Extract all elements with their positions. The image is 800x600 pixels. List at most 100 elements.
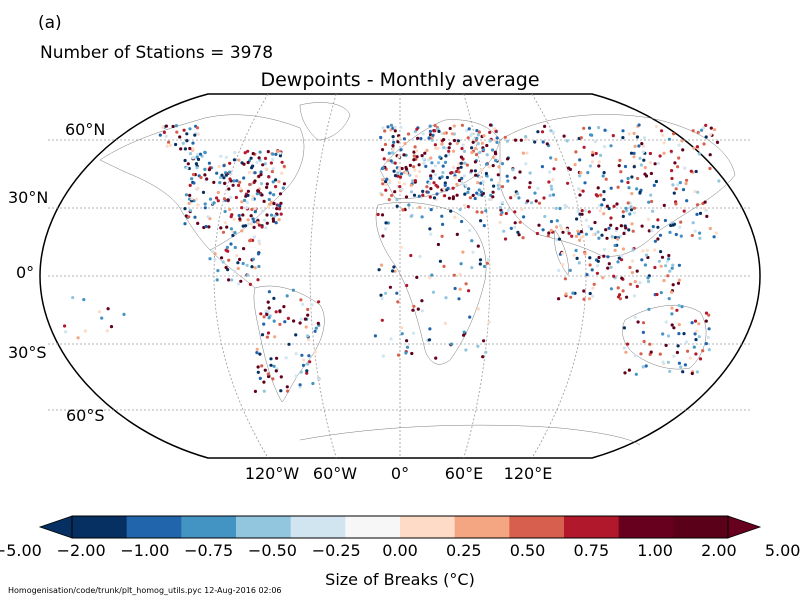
- station-marker: [448, 142, 452, 146]
- station-marker: [380, 213, 385, 217]
- station-marker: [541, 140, 545, 144]
- station-marker: [524, 135, 528, 139]
- station-marker: [253, 179, 257, 183]
- station-marker: [627, 228, 631, 232]
- station-marker: [259, 182, 264, 186]
- station-marker: [276, 150, 280, 154]
- station-marker: [399, 245, 403, 249]
- station-marker: [588, 291, 592, 296]
- station-marker: [224, 173, 228, 177]
- station-marker: [646, 255, 650, 260]
- station-marker: [668, 369, 672, 373]
- station-marker: [386, 125, 390, 129]
- station-marker: [270, 170, 274, 174]
- station-marker: [450, 132, 454, 136]
- station-marker: [650, 199, 654, 204]
- station-marker: [459, 165, 463, 169]
- station-marker: [462, 203, 466, 207]
- station-marker: [428, 276, 432, 280]
- station-marker: [480, 210, 484, 214]
- station-marker: [442, 138, 446, 142]
- station-marker: [431, 133, 435, 137]
- station-marker: [392, 265, 396, 269]
- station-marker: [253, 389, 257, 393]
- station-marker: [464, 348, 468, 352]
- station-marker: [220, 256, 224, 260]
- station-marker: [402, 137, 406, 141]
- station-marker: [671, 283, 675, 287]
- station-marker: [249, 238, 253, 242]
- station-marker: [647, 307, 651, 311]
- station-marker: [260, 333, 265, 337]
- station-marker: [569, 295, 573, 299]
- station-marker: [100, 316, 104, 320]
- station-marker: [258, 150, 262, 154]
- station-marker: [470, 146, 474, 150]
- station-marker: [564, 292, 568, 296]
- station-marker: [215, 278, 219, 282]
- station-marker: [377, 268, 381, 272]
- station-marker: [484, 209, 488, 213]
- station-marker: [192, 181, 196, 185]
- station-marker: [609, 223, 613, 227]
- station-marker: [414, 174, 419, 178]
- station-marker: [195, 152, 200, 156]
- station-marker: [277, 180, 281, 184]
- station-marker: [458, 272, 462, 276]
- station-marker: [404, 351, 408, 355]
- station-marker: [461, 250, 465, 254]
- station-marker: [590, 268, 594, 272]
- station-marker: [384, 221, 388, 225]
- station-marker: [278, 309, 282, 313]
- station-marker: [259, 312, 263, 316]
- station-marker: [518, 170, 522, 174]
- station-marker: [606, 255, 610, 259]
- station-marker: [251, 152, 255, 156]
- station-marker: [420, 299, 424, 303]
- station-marker: [239, 186, 243, 191]
- station-marker: [644, 364, 648, 368]
- station-marker: [212, 180, 216, 184]
- station-marker: [465, 163, 469, 167]
- station-marker: [168, 143, 173, 147]
- station-marker: [260, 225, 264, 229]
- station-marker: [405, 283, 409, 288]
- station-marker: [396, 174, 400, 178]
- station-marker: [611, 134, 615, 138]
- station-marker: [548, 170, 552, 174]
- station-marker: [282, 182, 286, 186]
- station-marker: [430, 161, 434, 165]
- station-marker: [482, 339, 486, 343]
- station-marker: [561, 251, 565, 255]
- station-marker: [648, 342, 652, 346]
- station-marker: [548, 193, 552, 198]
- station-marker: [616, 185, 620, 189]
- station-marker: [619, 170, 623, 174]
- colorbar-title: Size of Breaks (°C): [325, 570, 475, 589]
- station-marker: [429, 208, 433, 212]
- station-marker: [627, 186, 631, 190]
- station-marker: [565, 139, 569, 143]
- station-marker: [686, 349, 690, 353]
- station-marker: [264, 167, 268, 171]
- station-marker: [494, 152, 498, 156]
- station-marker: [596, 230, 600, 234]
- station-marker: [533, 140, 537, 144]
- station-marker: [708, 226, 712, 231]
- station-marker: [251, 217, 255, 221]
- station-marker: [257, 264, 261, 269]
- station-marker: [713, 128, 717, 132]
- station-marker: [620, 276, 624, 280]
- station-marker: [479, 190, 484, 194]
- station-marker: [193, 215, 197, 219]
- station-marker: [253, 210, 257, 214]
- station-marker: [236, 261, 240, 265]
- station-marker: [122, 312, 126, 316]
- station-marker: [602, 198, 606, 202]
- station-marker: [397, 167, 401, 171]
- colorbar-tick-label: −5.00: [0, 541, 42, 560]
- station-marker: [422, 161, 426, 165]
- station-marker: [477, 193, 481, 197]
- station-marker: [255, 192, 259, 196]
- station-marker: [540, 130, 545, 134]
